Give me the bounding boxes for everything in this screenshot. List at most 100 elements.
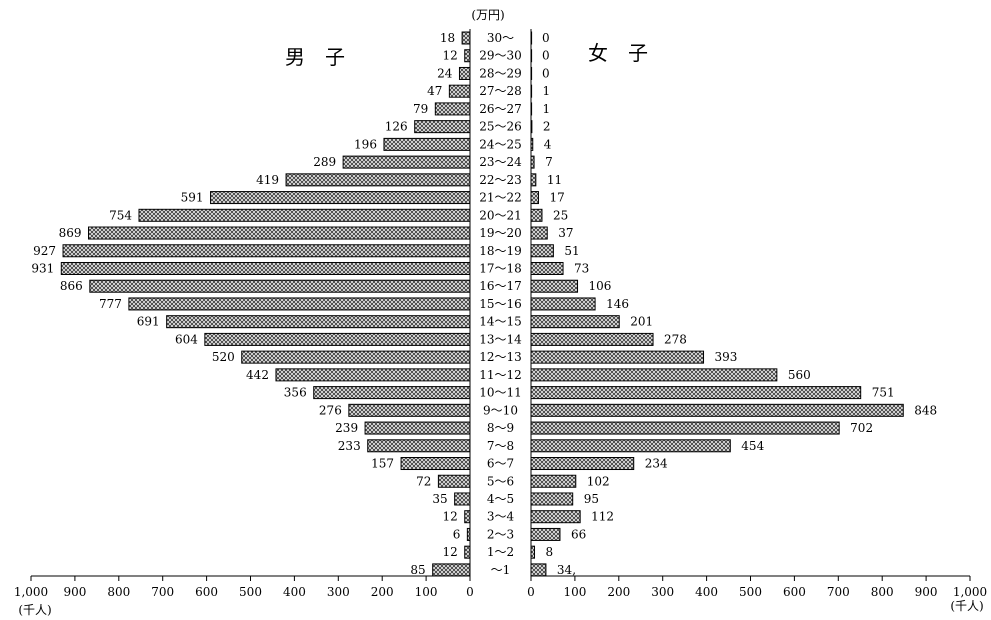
female-value-label: 146 [606, 297, 629, 311]
female-bar [530, 563, 547, 577]
female-bar [530, 492, 574, 506]
male-value-label: 276 [319, 403, 342, 417]
female-value-label: 1 [542, 102, 550, 116]
male-bar [400, 457, 471, 471]
female-bar [530, 244, 554, 258]
male-value-label: 12 [442, 510, 457, 524]
female-bar [530, 208, 543, 222]
male-value-label: 239 [335, 421, 358, 435]
category-label: 29～30 [479, 49, 522, 63]
female-bar [530, 545, 536, 559]
male-bar [342, 155, 471, 169]
category-label: 8～9 [487, 421, 514, 435]
male-bar [367, 439, 471, 453]
male-value-label: 85 [410, 563, 425, 577]
male-bar [461, 31, 471, 45]
female-value-label: 106 [589, 279, 612, 293]
category-label: 30～ [487, 31, 514, 45]
male-value-label: 520 [212, 350, 235, 364]
male-bar [62, 244, 471, 258]
female-bar [530, 66, 533, 80]
category-label: 7～8 [487, 439, 514, 453]
female-value-label: 560 [788, 368, 811, 382]
female-bar [530, 421, 840, 435]
category-label: 26～27 [479, 102, 522, 116]
male-value-label: 754 [109, 208, 132, 222]
male-value-label: 126 [385, 120, 408, 134]
female-value-label: 278 [664, 332, 687, 346]
male-value-label: 196 [354, 137, 377, 151]
female-bar [530, 474, 577, 488]
male-value-label: 356 [284, 386, 307, 400]
female-value-label: 112 [591, 510, 614, 524]
female-value-label: 37 [558, 226, 573, 240]
female-bar [530, 102, 533, 116]
female-value-label: 73 [574, 261, 589, 275]
female-bar [530, 403, 904, 417]
male-bar [204, 332, 471, 346]
male-value-label: 12 [442, 545, 457, 559]
female-bar [530, 297, 596, 311]
male-bar [458, 66, 471, 80]
female-bar [530, 527, 561, 541]
female-value-label: 234 [645, 457, 668, 471]
category-label: 5～6 [487, 474, 514, 488]
female-value-label: 17 [549, 191, 564, 205]
female-value-label: 0 [542, 66, 550, 80]
right-axis-tick-label: 0 [527, 585, 535, 599]
female-value-label: 0 [542, 49, 550, 63]
female-bar [530, 457, 635, 471]
female-bar [530, 350, 705, 364]
female-bar [530, 510, 581, 524]
right-axis-tick-label: 300 [651, 585, 674, 599]
category-label: 15～16 [479, 297, 522, 311]
male-value-label: 869 [59, 226, 82, 240]
category-label: ～1 [491, 563, 511, 577]
male-bar [88, 226, 471, 240]
male-value-label: 233 [338, 439, 361, 453]
right-axis-tick-label: 800 [871, 585, 894, 599]
female-bar [530, 368, 778, 382]
female-bar [530, 315, 620, 329]
category-label: 19～20 [479, 226, 522, 240]
category-label: 25～26 [479, 120, 522, 134]
left-axis-tick-label: 500 [239, 585, 262, 599]
left-axis-tick-label: 700 [151, 585, 174, 599]
female-value-label: 51 [564, 244, 579, 258]
male-value-label: 419 [256, 173, 279, 187]
male-bar [464, 49, 471, 63]
category-label: 14～15 [479, 315, 522, 329]
left-axis-tick-label: 100 [415, 585, 438, 599]
left-axis-tick-label: 600 [195, 585, 218, 599]
female-bar [530, 279, 579, 293]
category-label: 10～11 [479, 386, 522, 400]
male-value-label: 47 [427, 84, 442, 98]
male-bar [241, 350, 471, 364]
female-bar [530, 386, 862, 400]
female-bar [530, 49, 533, 63]
right-axis-tick-label: 700 [827, 585, 850, 599]
male-bar [383, 137, 471, 151]
male-bar [364, 421, 471, 435]
female-value-label: 34, [557, 563, 576, 577]
male-bar [138, 208, 471, 222]
female-value-label: 7 [545, 155, 553, 169]
male-value-label: 72 [416, 474, 431, 488]
male-value-label: 24 [437, 66, 453, 80]
left-axis-tick-label: 1,000 [14, 585, 48, 599]
left-axis-tick-label: 900 [63, 585, 86, 599]
right-axis-tick-label: 500 [739, 585, 762, 599]
female-bar [530, 173, 537, 187]
male-bar [437, 474, 471, 488]
female-value-label: 751 [872, 386, 895, 400]
female-bar [530, 31, 533, 45]
male-value-label: 777 [99, 297, 122, 311]
category-label: 18～19 [479, 244, 522, 258]
female-value-label: 66 [571, 527, 586, 541]
female-value-label: 102 [587, 474, 610, 488]
right-axis-unit: (千人) [950, 599, 983, 613]
female-bar [530, 84, 533, 98]
male-value-label: 866 [60, 279, 83, 293]
